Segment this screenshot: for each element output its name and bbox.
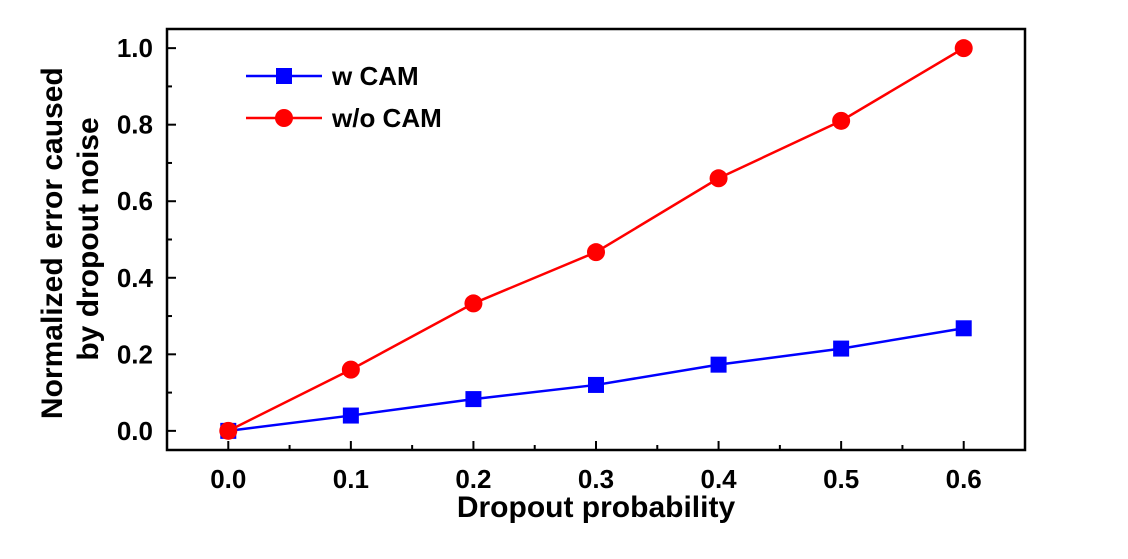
y-axis-label-line-1: Normalized error caused [36,67,69,419]
data-point-circle [954,39,973,58]
y-tick-label: 0.2 [117,339,153,369]
data-point-square [588,376,604,393]
x-tick-label: 0.5 [823,464,859,494]
legend-item: w CAM [246,61,419,91]
legend-label: w CAM [331,61,419,91]
series-w-cam [220,320,972,439]
axis-ticks: 0.0 0.1 0.2 0.3 0.4 0.5 0.6 0.0 0.2 0.4 0.6 0.8 1.0 [117,33,982,494]
y-tick-label: 0.6 [117,186,153,216]
data-point-circle [219,421,238,440]
data-point-square [710,356,727,373]
x-tick-label: 0.6 [946,464,982,494]
y-axis-label-line-2: by dropout noise [72,117,105,360]
series-group [219,39,973,440]
legend: w CAM w/o CAM [246,61,442,133]
y-axis-label: Normalized error caused by dropout noise [36,59,105,419]
y-tick-label: 0.8 [117,110,153,140]
data-point-circle [464,294,483,313]
y-tick-label: 0.4 [117,263,154,293]
x-tick-label: 0.1 [333,464,369,494]
x-tick-label: 0.0 [210,464,246,494]
x-tick-label: 0.2 [455,464,491,494]
y-tick-label: 0.0 [117,416,153,446]
x-tick-label: 0.4 [700,464,737,494]
data-point-circle [709,169,728,188]
y-tick-label: 1.0 [117,33,153,63]
data-point-circle [587,243,605,262]
data-point-square [465,391,482,408]
series-w-o-cam [219,39,973,440]
x-tick-label: 0.3 [578,464,614,494]
data-point-square [342,407,359,424]
x-axis-label: Dropout probability [457,491,736,524]
data-point-circle [275,109,293,127]
legend-item: w/o CAM [246,103,442,133]
data-point-square [955,320,972,337]
data-point-circle [341,360,360,379]
data-point-circle [832,111,851,130]
data-point-square [833,340,850,357]
legend-label: w/o CAM [331,103,442,133]
data-point-square [276,68,292,84]
